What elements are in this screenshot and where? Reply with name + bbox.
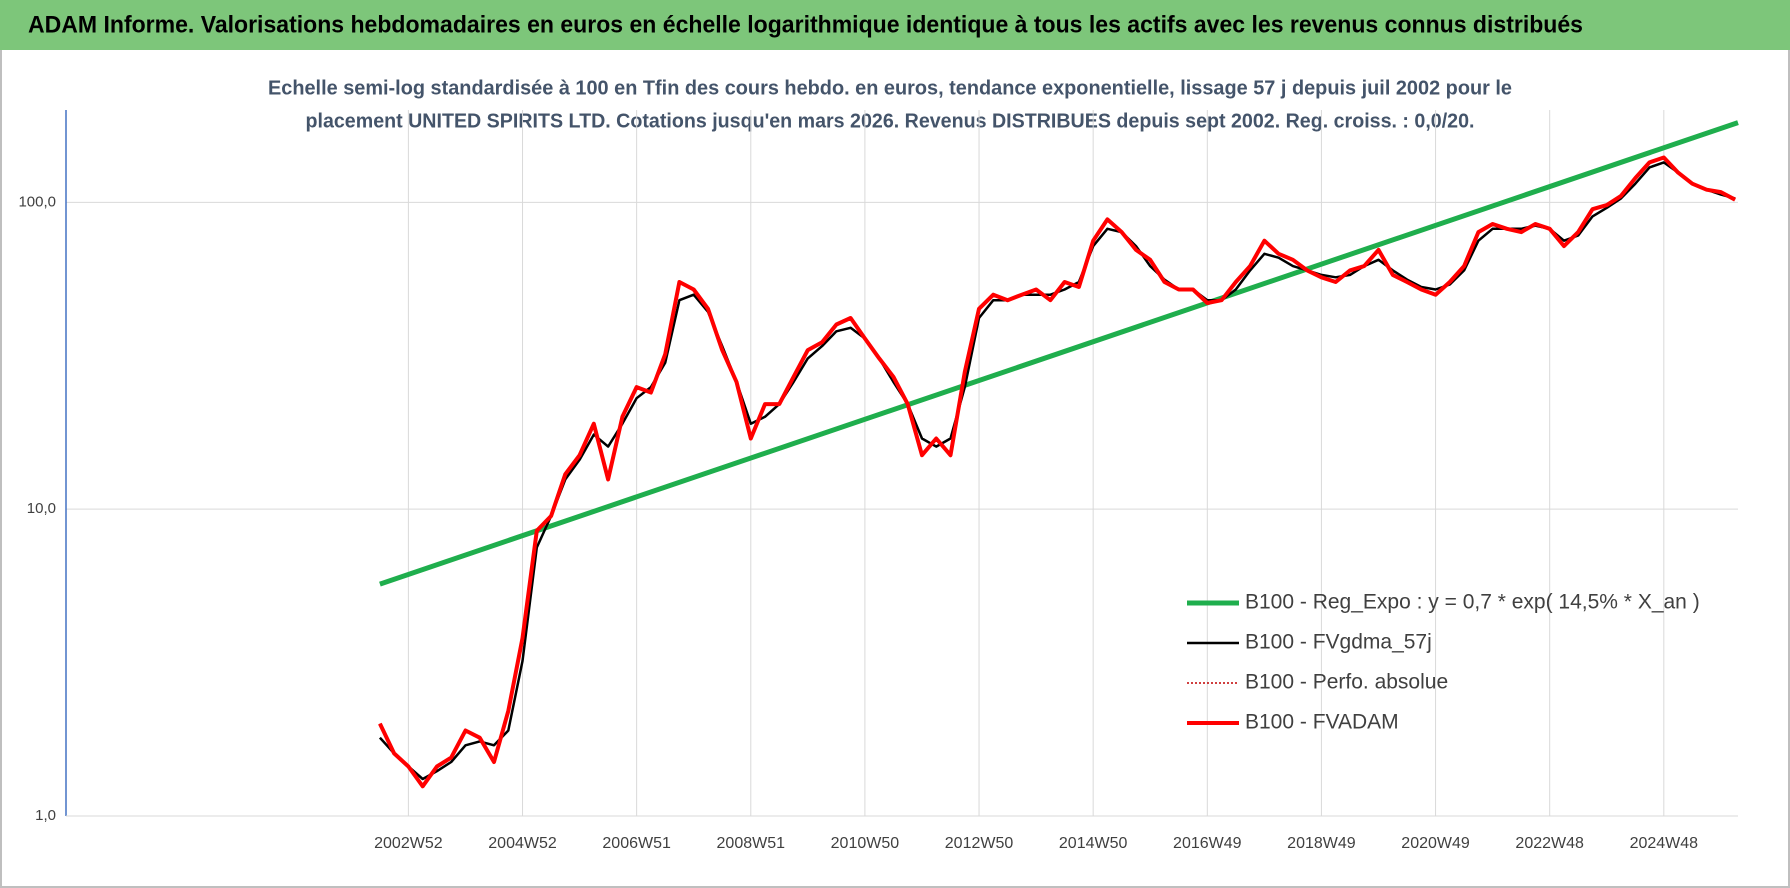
y-tick-label: 1,0 xyxy=(35,807,56,824)
x-tick-label: 2012W50 xyxy=(945,835,1014,852)
series-line xyxy=(379,120,1739,587)
y-tick-label: 10,0 xyxy=(27,500,56,517)
x-tick-label: 2006W51 xyxy=(602,835,671,852)
x-tick-label: 2010W50 xyxy=(831,835,900,852)
x-tick-label: 2024W48 xyxy=(1630,835,1699,852)
x-tick-label: 2022W48 xyxy=(1515,835,1584,852)
series-line xyxy=(378,155,1737,789)
legend-label: B100 - Reg_Expo : y = 0,7 * exp( 14,5% *… xyxy=(1245,591,1700,614)
x-tick-label: 2018W49 xyxy=(1287,835,1356,852)
x-tick-label: 2004W52 xyxy=(488,835,557,852)
x-tick-label: 2002W52 xyxy=(374,835,443,852)
legend-label: B100 - FVADAM xyxy=(1245,711,1399,734)
title-bar xyxy=(0,0,1790,50)
chart-subtitle: Echelle semi-log standardisée à 100 en T… xyxy=(268,77,1512,99)
chart-subtitle: placement UNITED SPIRITS LTD. Cotations … xyxy=(306,110,1475,132)
x-tick-label: 2016W49 xyxy=(1173,835,1242,852)
chart-title: ADAM Informe. Valorisations hebdomadaire… xyxy=(28,11,1583,38)
legend-label: B100 - FVgdma_57j xyxy=(1245,631,1432,654)
legend-label: B100 - Perfo. absolue xyxy=(1245,671,1448,694)
x-tick-label: 2014W50 xyxy=(1059,835,1128,852)
x-tick-label: 2008W51 xyxy=(717,835,786,852)
x-tick-label: 2020W49 xyxy=(1401,835,1470,852)
y-tick-label: 100,0 xyxy=(18,193,56,210)
